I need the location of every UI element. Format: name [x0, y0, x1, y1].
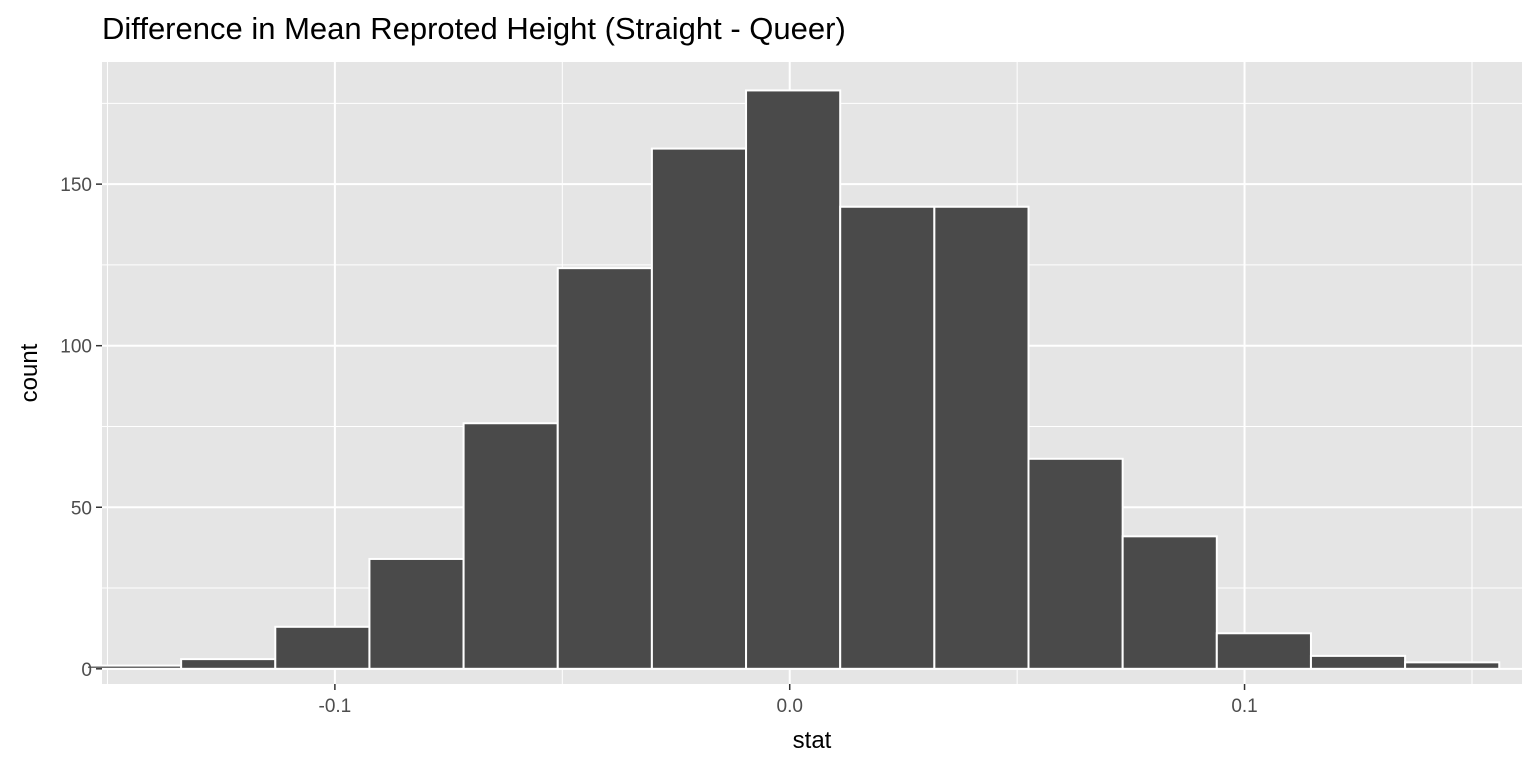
histogram-bar	[839, 205, 936, 670]
y-tick-label: 150	[60, 175, 92, 196]
histogram-bar	[1404, 661, 1501, 670]
histogram-bar	[650, 147, 748, 670]
histogram-bar	[556, 267, 653, 670]
x-tick-label: 0.1	[1231, 696, 1257, 717]
histogram-bar	[1121, 535, 1218, 670]
chart-title: Difference in Mean Reproted Height (Stra…	[102, 11, 846, 46]
histogram-bar	[274, 625, 371, 670]
histogram-bar	[933, 205, 1030, 670]
x-tick-label: -0.1	[319, 696, 352, 717]
histogram-bar	[745, 89, 842, 670]
y-tick-label: 50	[71, 498, 92, 519]
y-tick-label: 0	[81, 660, 92, 681]
histogram-bar	[180, 658, 277, 670]
y-axis-title: count	[16, 343, 43, 402]
histogram-bar	[1309, 654, 1407, 670]
y-tick-label: 100	[60, 337, 92, 358]
x-tick-label: 0.0	[777, 696, 803, 717]
histogram-bar	[368, 557, 465, 670]
histogram-bar	[1215, 632, 1312, 670]
histogram-bars	[85, 89, 1501, 670]
y-axis: 0 50 100 150	[60, 175, 102, 681]
histogram-bar	[462, 422, 559, 670]
x-axis: -0.1 0.0 0.1	[319, 684, 1258, 717]
x-axis-title: stat	[793, 727, 832, 754]
histogram-bar	[1027, 457, 1124, 670]
